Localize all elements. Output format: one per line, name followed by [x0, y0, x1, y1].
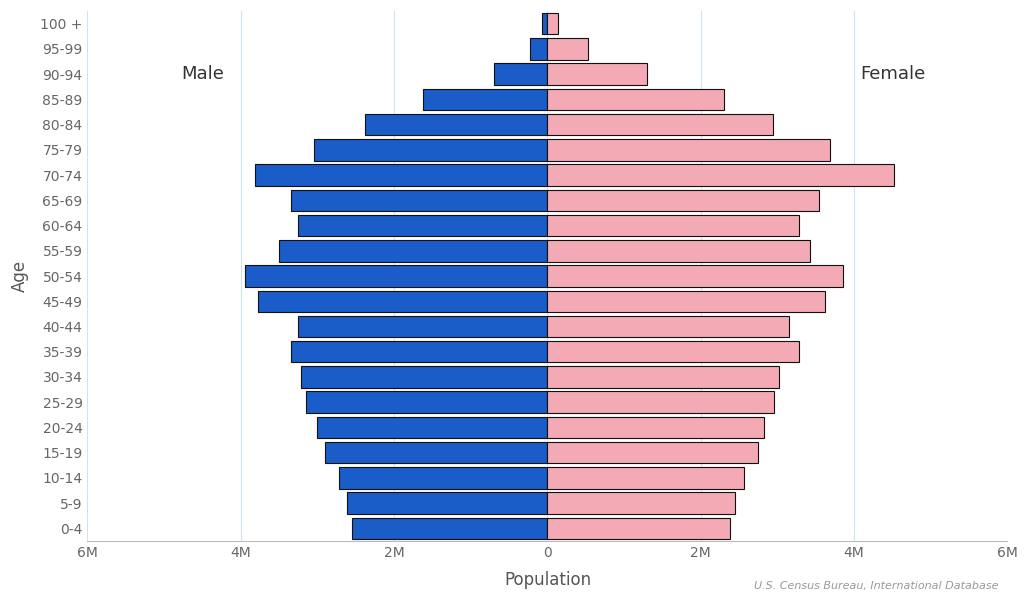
Bar: [547, 290, 825, 312]
Text: U.S. Census Bureau, International Database: U.S. Census Bureau, International Databa…: [753, 581, 998, 591]
Bar: [547, 416, 765, 438]
Bar: [423, 89, 547, 110]
Bar: [290, 341, 547, 362]
Bar: [547, 391, 774, 413]
Bar: [298, 215, 547, 236]
Bar: [547, 190, 819, 211]
Bar: [300, 366, 547, 388]
Bar: [306, 391, 547, 413]
Bar: [547, 341, 799, 362]
Bar: [547, 139, 829, 161]
Bar: [245, 265, 547, 287]
Y-axis label: Age: Age: [11, 260, 29, 292]
Bar: [347, 493, 547, 514]
Bar: [254, 164, 547, 186]
Bar: [547, 215, 799, 236]
Bar: [547, 265, 843, 287]
Bar: [547, 240, 811, 262]
Bar: [547, 366, 779, 388]
Bar: [547, 493, 736, 514]
Bar: [547, 442, 758, 463]
Bar: [314, 139, 547, 161]
Bar: [339, 467, 547, 488]
Text: Female: Female: [860, 65, 925, 83]
Bar: [547, 13, 558, 34]
Bar: [352, 518, 547, 539]
Bar: [257, 290, 547, 312]
Text: Male: Male: [181, 65, 224, 83]
Bar: [365, 114, 547, 136]
Bar: [279, 240, 547, 262]
Bar: [547, 518, 730, 539]
Bar: [325, 442, 547, 463]
Bar: [494, 64, 547, 85]
Bar: [547, 89, 723, 110]
Bar: [547, 38, 589, 59]
Bar: [547, 316, 789, 337]
Bar: [318, 416, 547, 438]
Bar: [542, 13, 547, 34]
Bar: [547, 64, 647, 85]
Bar: [547, 114, 773, 136]
Bar: [547, 467, 745, 488]
X-axis label: Population: Population: [504, 571, 591, 589]
Bar: [547, 164, 894, 186]
Bar: [530, 38, 547, 59]
Bar: [298, 316, 547, 337]
Bar: [290, 190, 547, 211]
